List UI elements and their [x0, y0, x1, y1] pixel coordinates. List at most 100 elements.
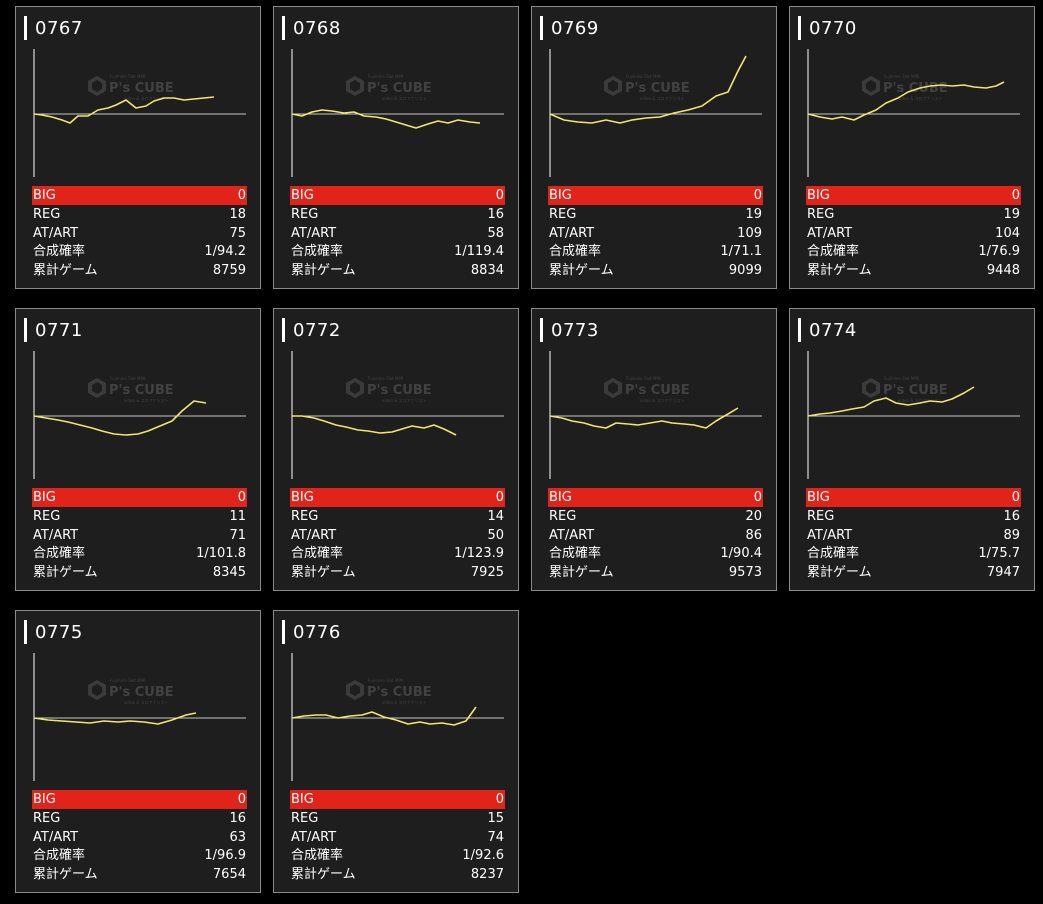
reg-label: REG: [807, 509, 835, 524]
machine-title: 0770: [798, 15, 857, 41]
machine-title: 0771: [24, 317, 83, 343]
reg-row: REG 20: [548, 508, 763, 527]
atart-row: AT/ART 109: [548, 225, 763, 244]
watermark-small-bottom: video & スロアナリスト: [640, 397, 685, 403]
watermark-logo: P's CUBE Fujimino Slot MPK video & スロアナリスト: [88, 678, 174, 705]
machine-card[interactable]: 0776 P's CUBE Fujimino Slot MPK video & スロア…: [273, 610, 519, 893]
machine-number: 0771: [35, 319, 83, 341]
watermark-small-bottom: video & スロアナリスト: [382, 95, 427, 101]
atart-row: AT/ART 75: [32, 225, 247, 244]
gousei-value: 1/94.2: [204, 244, 246, 260]
reg-value: 19: [745, 207, 762, 222]
slump-graph: P's CUBE Fujimino Slot MPK video & スロアナリスト: [549, 351, 762, 479]
total-games-row: 累計ゲーム 7925: [290, 564, 505, 583]
machine-card[interactable]: 0769 P's CUBE Fujimino Slot MPK video & スロア…: [531, 6, 777, 289]
watermark-small-bottom: video & スロアナリスト: [898, 95, 943, 101]
watermark-small-bottom: video & スロアナリスト: [124, 95, 169, 101]
machine-number: 0772: [293, 319, 341, 341]
total-games-row: 累計ゲーム 9448: [806, 262, 1021, 281]
ruikei-value: 8759: [212, 262, 246, 278]
big-label: BIG: [807, 188, 830, 203]
gousei-value: 1/75.7: [978, 546, 1020, 562]
cube-icon-inner: [608, 382, 618, 394]
machine-title: 0768: [282, 15, 341, 41]
cube-icon-inner: [350, 80, 360, 92]
stats-table: BIG 0 REG 16 AT/ART 89 合成確率 1/75.7 累計ゲーム 7947: [806, 488, 1021, 582]
stats-table: BIG 0 REG 16 AT/ART 58 合成確率 1/119.4 累計ゲーム 8834: [290, 186, 505, 280]
reg-value: 14: [487, 509, 504, 524]
title-accent-bar: [798, 16, 801, 40]
big-label: BIG: [33, 490, 56, 505]
combined-probability-row: 合成確率 1/75.7: [806, 545, 1021, 564]
big-row: BIG 0: [290, 488, 505, 507]
title-accent-bar: [282, 16, 285, 40]
big-value: 0: [1011, 490, 1020, 505]
total-games-row: 累計ゲーム 8237: [290, 866, 505, 885]
machine-card[interactable]: 0773 P's CUBE Fujimino Slot MPK video & スロア…: [531, 308, 777, 591]
reg-label: REG: [33, 207, 61, 222]
watermark-brand: P's CUBE: [883, 383, 948, 398]
combined-probability-row: 合成確率 1/71.1: [548, 243, 763, 262]
big-value: 0: [495, 490, 504, 505]
stats-table: BIG 0 REG 14 AT/ART 50 合成確率 1/123.9 累計ゲーム 7925: [290, 488, 505, 582]
stats-table: BIG 0 REG 19 AT/ART 104 合成確率 1/76.9 累計ゲーム 9448: [806, 186, 1021, 280]
combined-probability-row: 合成確率 1/90.4: [548, 545, 763, 564]
combined-probability-row: 合成確率 1/119.4: [290, 243, 505, 262]
reg-row: REG 15: [290, 810, 505, 829]
atart-value: 63: [229, 829, 246, 845]
big-label: BIG: [291, 490, 314, 505]
combined-probability-row: 合成確率 1/101.8: [32, 545, 247, 564]
title-accent-bar: [540, 318, 543, 342]
big-label: BIG: [807, 490, 830, 505]
atart-label: AT/ART: [549, 527, 595, 543]
machine-card[interactable]: 0771 P's CUBE Fujimino Slot MPK video & スロア…: [15, 308, 261, 591]
cube-icon: [88, 378, 106, 398]
big-row: BIG 0: [32, 790, 247, 809]
reg-label: REG: [807, 207, 835, 222]
watermark-small-top: Fujimino Slot MPK: [110, 678, 146, 683]
atart-row: AT/ART 71: [32, 527, 247, 546]
ruikei-label: 累計ゲーム: [33, 564, 98, 580]
machine-title: 0772: [282, 317, 341, 343]
big-label: BIG: [549, 188, 572, 203]
atart-value: 104: [995, 225, 1020, 241]
cube-icon-inner: [350, 382, 360, 394]
reg-label: REG: [549, 207, 577, 222]
machine-title: 0769: [540, 15, 599, 41]
machine-card[interactable]: 0774 P's CUBE Fujimino Slot MPK video & スロア…: [789, 308, 1035, 591]
atart-label: AT/ART: [807, 527, 853, 543]
gousei-value: 1/96.9: [204, 848, 246, 864]
big-label: BIG: [549, 490, 572, 505]
gousei-label: 合成確率: [33, 244, 86, 260]
reg-row: REG 19: [806, 206, 1021, 225]
total-games-row: 累計ゲーム 8759: [32, 262, 247, 281]
cube-icon-inner: [866, 382, 876, 394]
machine-card[interactable]: 0775 P's CUBE Fujimino Slot MPK video & スロア…: [15, 610, 261, 893]
cube-icon: [604, 76, 622, 96]
gousei-label: 合成確率: [291, 244, 344, 260]
atart-value: 75: [229, 225, 246, 241]
gousei-label: 合成確率: [549, 546, 602, 562]
slump-line: [807, 386, 975, 417]
machine-title: 0775: [24, 619, 83, 645]
machine-number: 0770: [809, 17, 857, 39]
machine-title: 0773: [540, 317, 599, 343]
title-accent-bar: [798, 318, 801, 342]
machine-card[interactable]: 0772 P's CUBE Fujimino Slot MPK video & スロア…: [273, 308, 519, 591]
reg-row: REG 11: [32, 508, 247, 527]
combined-probability-row: 合成確率 1/92.6: [290, 847, 505, 866]
gousei-label: 合成確率: [549, 244, 602, 260]
gousei-value: 1/123.9: [454, 546, 504, 562]
slump-graph: P's CUBE Fujimino Slot MPK video & スロアナリスト: [807, 351, 1020, 479]
machine-card[interactable]: 0770 P's CUBE Fujimino Slot MPK video & スロア…: [789, 6, 1035, 289]
cube-icon-inner: [92, 80, 102, 92]
slump-graph: P's CUBE Fujimino Slot MPK video & スロアナリスト: [33, 351, 246, 479]
big-row: BIG 0: [290, 790, 505, 809]
watermark-logo: P's CUBE Fujimino Slot MPK video & スロアナリスト: [346, 74, 432, 101]
cube-icon-inner: [92, 382, 102, 394]
watermark-small-bottom: video & スロアナリスト: [382, 397, 427, 403]
slump-graph: P's CUBE Fujimino Slot MPK video & スロアナリスト: [291, 351, 504, 479]
machine-card[interactable]: 0768 P's CUBE Fujimino Slot MPK video & スロア…: [273, 6, 519, 289]
watermark-small-top: Fujimino Slot MPK: [368, 376, 404, 381]
machine-card[interactable]: 0767 P's CUBE Fujimino Slot MPK video & スロア…: [15, 6, 261, 289]
